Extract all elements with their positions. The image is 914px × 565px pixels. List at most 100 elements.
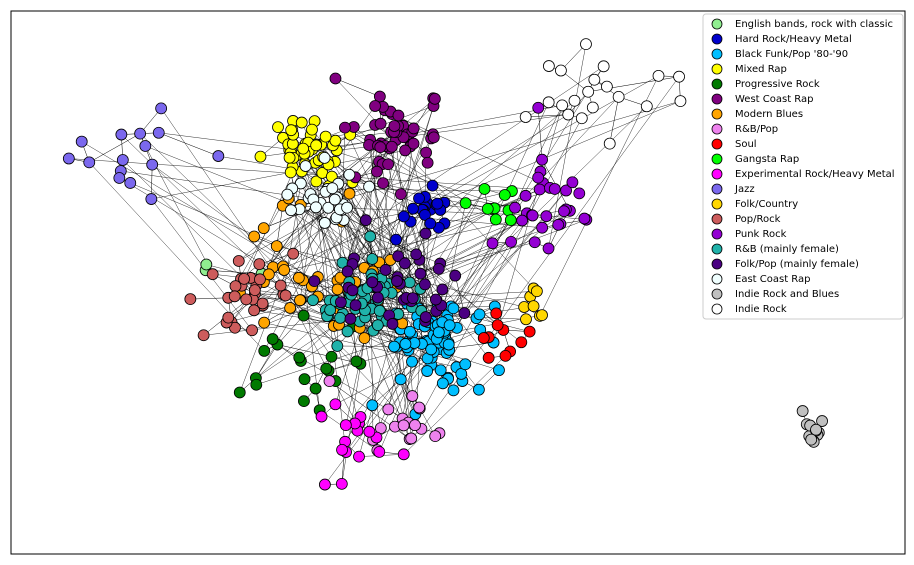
node [294, 294, 306, 307]
legend-marker [711, 228, 723, 240]
node [240, 293, 253, 306]
node [536, 309, 548, 321]
node [278, 264, 291, 276]
node [325, 350, 338, 363]
node [429, 293, 442, 306]
node [339, 121, 351, 134]
legend-marker [711, 198, 723, 210]
node [146, 158, 159, 171]
node [339, 419, 352, 432]
node [428, 92, 441, 105]
edge [255, 100, 575, 379]
node [397, 419, 410, 432]
node [612, 90, 625, 103]
legend-marker [711, 48, 723, 60]
node [562, 108, 575, 121]
node [284, 302, 297, 314]
legend-marker [711, 213, 723, 225]
legend-label: Modern Blues [735, 109, 803, 120]
node [359, 214, 372, 227]
node [810, 423, 822, 436]
node [397, 210, 410, 223]
node [256, 297, 269, 310]
node [409, 419, 421, 432]
legend-label: West Coast Rap [735, 94, 814, 105]
node [374, 141, 387, 154]
node [405, 432, 418, 445]
node [155, 102, 168, 115]
node [377, 177, 389, 190]
node [124, 177, 137, 189]
node [419, 278, 431, 291]
node [363, 425, 376, 438]
node [392, 109, 405, 122]
node [318, 151, 331, 164]
node [407, 122, 420, 135]
node [285, 124, 298, 137]
edge [315, 207, 341, 278]
node [139, 140, 152, 152]
node [404, 325, 416, 338]
node [427, 131, 440, 144]
node [334, 312, 347, 324]
edge [158, 132, 309, 152]
node [343, 187, 356, 200]
node [184, 293, 197, 306]
node [432, 262, 445, 275]
node [349, 299, 362, 312]
node [258, 316, 271, 329]
node [62, 152, 75, 165]
node [568, 94, 581, 107]
node [253, 258, 266, 271]
edge [190, 297, 229, 300]
node [116, 154, 129, 166]
node [331, 340, 344, 352]
node [388, 340, 401, 353]
node [366, 253, 379, 265]
node [491, 319, 504, 332]
node [486, 237, 499, 250]
node [212, 150, 225, 162]
node [306, 123, 318, 136]
node [318, 217, 331, 229]
edge [241, 100, 681, 286]
node [796, 405, 809, 417]
node [498, 189, 511, 201]
nodes [62, 38, 828, 491]
legend-marker [711, 93, 723, 105]
node [429, 430, 442, 443]
node [526, 209, 539, 222]
edge [525, 114, 569, 118]
node [75, 135, 88, 148]
node [248, 284, 261, 297]
node [115, 128, 128, 141]
edge [335, 105, 434, 405]
node [293, 351, 306, 364]
legend-label: Hard Rock/Heavy Metal [735, 34, 852, 45]
legend-label: Progressive Rock [735, 79, 820, 90]
edge [251, 214, 533, 331]
node [459, 197, 472, 210]
node [505, 235, 517, 248]
node [274, 279, 287, 292]
edge [122, 159, 256, 291]
node [640, 100, 653, 113]
legend-label: Mixed Rap [735, 64, 787, 75]
legend-label: R&B/Pop [735, 124, 778, 135]
legend-label: Soul [735, 139, 757, 150]
edge [389, 148, 450, 351]
node [520, 313, 532, 326]
node [573, 187, 586, 200]
node [394, 373, 407, 386]
legend-label: English bands, rock with classic [735, 19, 893, 30]
node [528, 236, 541, 249]
legend-label: Black Funk/Pop '80-'90 [735, 49, 848, 60]
legend-label: Punk Rock [735, 229, 787, 240]
node [407, 202, 419, 215]
node [515, 336, 528, 349]
node [248, 304, 260, 317]
node [281, 188, 294, 201]
node [493, 364, 505, 377]
node [297, 142, 310, 155]
legend-label: Indie Rock and Blues [735, 289, 839, 300]
